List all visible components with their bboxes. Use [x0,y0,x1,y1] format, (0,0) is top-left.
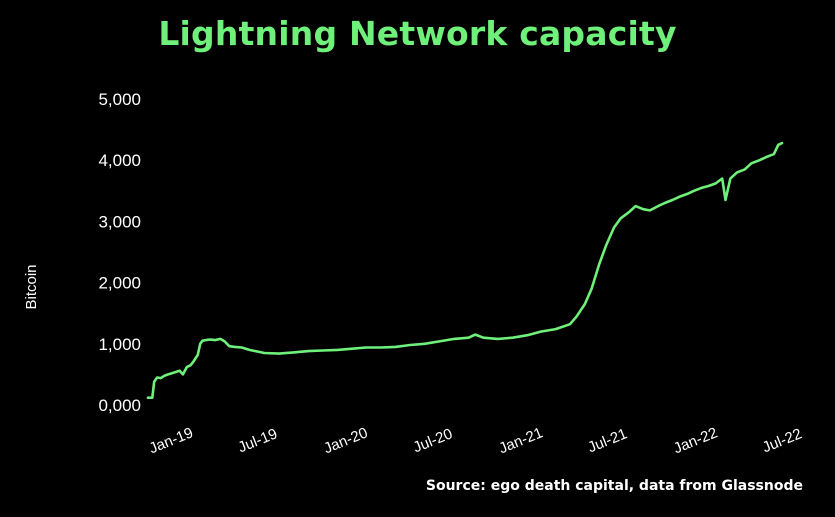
x-tick-label: Jan-19 [147,424,196,457]
source-note: Source: ego death capital, data from Gla… [425,478,803,494]
y-axis-label: Bitcoin [23,264,40,309]
x-tick-label: Jul-21 [585,425,629,456]
series-group [146,141,784,399]
y-tick-label: 4,000 [98,151,141,170]
chart-title: Lightning Network capacity [158,14,677,53]
x-tick-label: Jan-22 [671,424,720,457]
x-axis-ticks: Jan-19 Jul-19 Jan-20 Jul-20 Jan-21 Jul-21 Jan-… [147,424,805,457]
y-tick-label: 1,000 [98,335,141,354]
x-tick-label: Jul-20 [411,425,455,456]
y-tick-label: 2,000 [98,274,141,293]
y-axis-ticks: 0,000 1,000 2,000 3,000 4,000 5,000 [98,90,141,415]
x-tick-label: Jul-19 [236,425,280,456]
y-tick-label: 0,000 [98,396,141,415]
x-tick-label: Jan-21 [496,424,545,457]
y-tick-label: 3,000 [98,212,141,231]
x-tick-label: Jul-22 [760,425,804,456]
x-tick-label: Jan-20 [321,424,370,457]
y-tick-label: 5,000 [98,90,141,109]
series-line [146,141,784,399]
